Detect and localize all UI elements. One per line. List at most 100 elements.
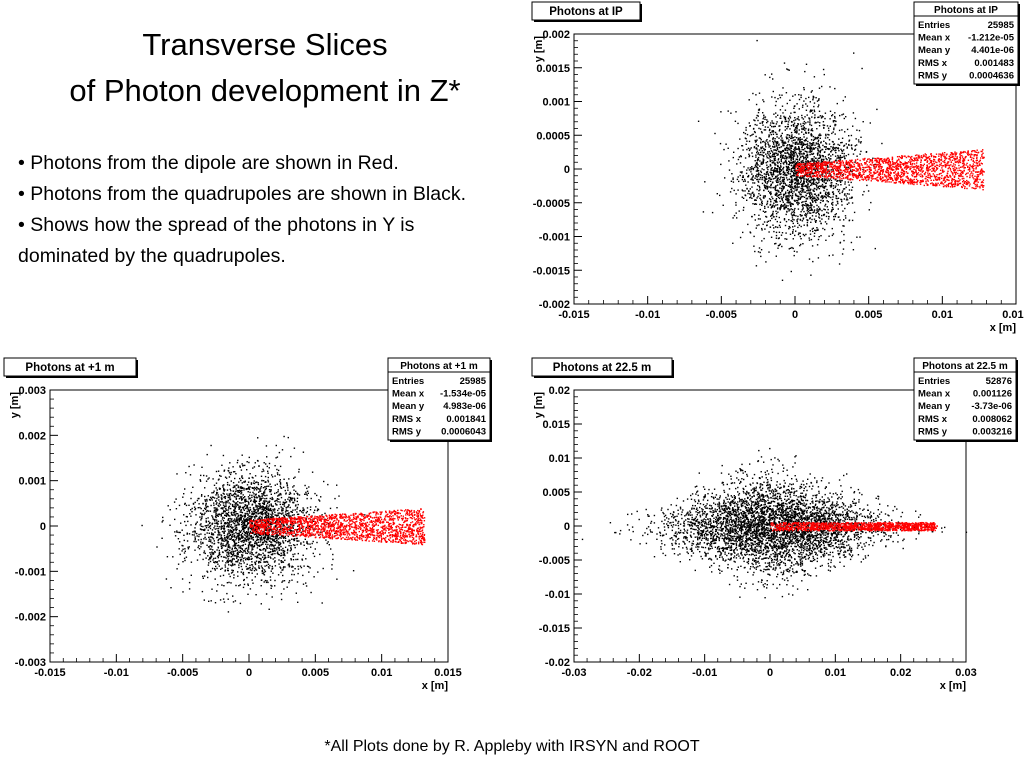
chart-photons-at-22-5m: -0.03 -0.02 -0.01 0 0.01 0.02 0.03x [m]-0.02-0… xyxy=(531,357,1018,692)
x-tick-label: 0 xyxy=(792,309,798,321)
x-axis-label: x [m] xyxy=(422,680,449,692)
stats-value: 25985 xyxy=(460,376,487,387)
x-tick-label: -0.01 xyxy=(104,667,129,679)
plot-title: Photons at IP xyxy=(549,6,623,18)
stats-key: Mean y xyxy=(392,401,425,412)
stats-header: Photons at 22.5 m xyxy=(922,361,1008,372)
y-tick-label: -0.001 xyxy=(15,566,46,578)
stats-key: Mean x xyxy=(918,33,951,44)
stats-key: Mean y xyxy=(918,45,951,56)
x-axis-label: x [m] xyxy=(940,680,967,692)
y-tick-label: 0.015 xyxy=(542,419,570,431)
x-tick-label: -0.005 xyxy=(706,309,737,321)
stats-key: RMS y xyxy=(918,70,948,81)
y-tick-label: 0 xyxy=(564,164,570,176)
bullet-quadrupole-black: • Photons from the quadrupoles are shown… xyxy=(18,183,466,205)
plot-title: Photons at +1 m xyxy=(25,362,114,374)
stats-value: 52876 xyxy=(986,376,1012,387)
x-tick-label: -0.015 xyxy=(558,309,589,321)
y-axis: -0.02 -0.015 -0.01 -0.005 0 0.005 0.01 0.015 0.0… xyxy=(533,385,582,669)
x-tick-label: 0.015 xyxy=(1002,309,1024,321)
x-tick-label: 0.005 xyxy=(855,309,883,321)
stats-key: RMS y xyxy=(392,426,422,437)
slide-title: Transverse Slices of Photon development … xyxy=(10,22,520,114)
y-axis-label: y [m] xyxy=(533,392,545,419)
x-tick-label: -0.03 xyxy=(561,667,586,679)
stats-value: 0.001483 xyxy=(974,58,1014,69)
stats-value: 4.401e-06 xyxy=(971,45,1014,56)
y-tick-label: -0.002 xyxy=(539,299,570,311)
y-tick-label: -0.001 xyxy=(539,232,570,244)
x-tick-label: -0.02 xyxy=(627,667,652,679)
stats-value: 0.008062 xyxy=(972,414,1012,425)
scatter-points xyxy=(141,435,426,613)
x-tick-label: 0 xyxy=(767,667,773,679)
stats-key: Entries xyxy=(918,376,950,387)
stats-key: Entries xyxy=(918,20,950,31)
footnote: *All Plots done by R. Appleby with IRSYN… xyxy=(324,738,700,755)
stats-box: Photons at +1 m Entries 25985 Mean x -1.534e… xyxy=(387,357,492,442)
dipole-photon-points xyxy=(770,521,938,532)
stats-box: Photons at IP Entries 25985 Mean x -1.212e-0… xyxy=(913,1,1020,86)
scatter-points xyxy=(581,447,968,599)
y-tick-label: 0.003 xyxy=(18,385,46,397)
stats-value: 25985 xyxy=(988,20,1015,31)
stats-header: Photons at IP xyxy=(934,5,998,16)
stats-value: 0.0004636 xyxy=(969,70,1014,81)
stats-key: RMS x xyxy=(918,58,948,69)
title-line-1: Transverse Slices xyxy=(142,27,388,62)
y-tick-label: -0.01 xyxy=(545,589,570,601)
stats-key: RMS x xyxy=(392,414,422,425)
y-tick-label: -0.0005 xyxy=(533,198,570,210)
stats-box: Photons at 22.5 m Entries 52876 Mean x 0.001… xyxy=(913,357,1018,442)
stats-key: Mean y xyxy=(918,401,951,412)
y-tick-label: 0.001 xyxy=(18,476,46,488)
y-axis-label: y [m] xyxy=(9,392,21,419)
x-tick-label: -0.01 xyxy=(635,309,660,321)
stats-header: Photons at +1 m xyxy=(400,361,478,372)
quadrupole-photon-points xyxy=(141,435,366,613)
y-tick-label: -0.02 xyxy=(545,657,570,669)
plot-title-box: Photons at IP xyxy=(531,1,642,22)
plot-title: Photons at 22.5 m xyxy=(553,362,651,374)
bullet-spread-in-y: • Shows how the spread of the photons in… xyxy=(18,214,415,267)
x-axis: -0.03 -0.02 -0.01 0 0.01 0.02 0.03x [m] xyxy=(561,654,977,692)
x-tick-label: 0.01 xyxy=(825,667,846,679)
stats-value: 0.003216 xyxy=(972,426,1012,437)
x-tick-label: 0 xyxy=(246,667,252,679)
plot-title-box: Photons at +1 m xyxy=(3,357,138,378)
y-tick-label: 0.02 xyxy=(549,385,570,397)
stats-value: -3.73e-06 xyxy=(971,401,1012,412)
x-tick-label: 0.02 xyxy=(890,667,911,679)
y-tick-label: 0.01 xyxy=(549,453,570,465)
bullet-dipole-red: • Photons from the dipole are shown in R… xyxy=(18,152,399,174)
bullet-list: • Photons from the dipole are shown in R… xyxy=(18,148,510,272)
dipole-photon-points xyxy=(249,508,426,546)
x-tick-label: 0.01 xyxy=(932,309,953,321)
stats-key: Mean x xyxy=(918,389,951,400)
stats-key: Entries xyxy=(392,376,424,387)
y-tick-label: -0.015 xyxy=(539,623,570,635)
stats-value: 0.001841 xyxy=(446,414,486,425)
x-tick-label: 0.03 xyxy=(955,667,976,679)
stats-key: RMS y xyxy=(918,426,948,437)
x-tick-label: 0.01 xyxy=(371,667,392,679)
x-tick-label: -0.005 xyxy=(167,667,198,679)
x-tick-label: -0.015 xyxy=(34,667,65,679)
stats-key: RMS x xyxy=(918,414,948,425)
dipole-photon-points xyxy=(795,149,985,191)
y-tick-label: 0 xyxy=(564,521,570,533)
stats-value: 4.983e-06 xyxy=(443,401,486,412)
y-tick-label: 0.002 xyxy=(542,29,570,41)
x-tick-label: 0.015 xyxy=(434,667,462,679)
y-tick-label: -0.0015 xyxy=(533,265,570,277)
y-tick-label: -0.005 xyxy=(539,555,570,567)
stats-value: -1.212e-05 xyxy=(968,33,1015,44)
stats-value: 0.001126 xyxy=(973,389,1012,400)
plot-title-box: Photons at 22.5 m xyxy=(531,357,674,378)
quadrupole-photon-points xyxy=(697,39,883,281)
